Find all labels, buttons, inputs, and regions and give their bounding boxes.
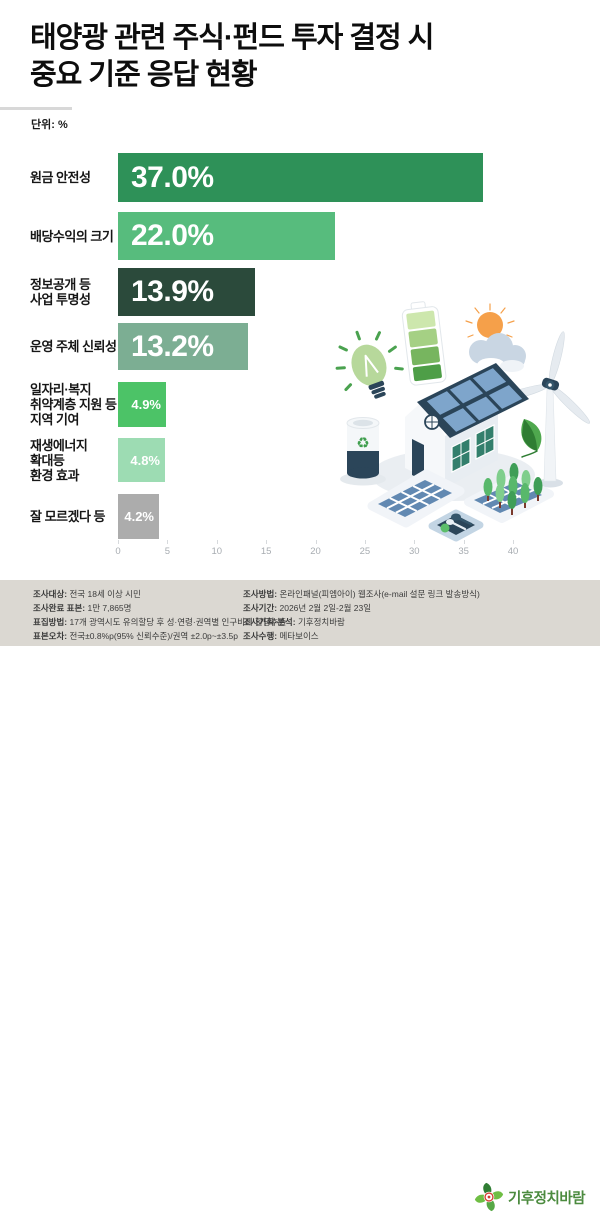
axis-tick-label: 20	[310, 546, 321, 557]
bar-value: 4.2%	[124, 509, 154, 524]
pinwheel-logo-icon	[474, 1182, 504, 1212]
survey-info-label: 조사수행:	[243, 631, 280, 641]
light-bulb-icon	[335, 330, 404, 399]
sun-icon	[465, 303, 515, 338]
survey-info-row: 조사기획·분석: 기후정치바람	[243, 615, 480, 629]
bar: 13.9%	[118, 268, 255, 316]
axis-tick-label: 0	[115, 546, 121, 557]
bar: 4.8%	[118, 438, 165, 482]
recycle-symbol-icon: ♻	[356, 435, 369, 452]
trees	[483, 463, 543, 515]
bar-value: 4.8%	[130, 452, 160, 468]
bar: 4.2%	[118, 494, 159, 539]
survey-info-row: 조사기간: 2026년 2월 2일-2월 23일	[243, 601, 480, 615]
survey-info-value: 전국 18세 이상 시민	[69, 589, 141, 599]
axis-tick-label: 5	[164, 546, 171, 557]
renewable-energy-illustration: ♻	[335, 301, 591, 542]
axis-tick-mark	[414, 540, 416, 544]
survey-info-label: 조사대상:	[33, 589, 70, 599]
axis-tick-mark	[266, 540, 268, 544]
survey-info-label: 조사완료 표본:	[33, 603, 88, 613]
organization-logo-text: 기후정치바람	[508, 1190, 586, 1207]
solar-panel-icon	[367, 469, 465, 528]
bar-value: 4.9%	[131, 397, 161, 412]
bar: 13.2%	[118, 323, 248, 370]
food-tray-icon	[428, 509, 484, 542]
axis-tick-label: 35	[458, 546, 469, 557]
recycle-bin-icon: ♻	[340, 417, 386, 486]
bar: 22.0%	[118, 212, 335, 260]
axis-tick-label: 10	[211, 546, 223, 557]
bar-value: 13.2%	[131, 329, 214, 363]
survey-info-row: 조사완료 표본: 1만 7,865명	[33, 601, 286, 615]
survey-info-footer: 조사대상: 전국 18세 이상 시민 조사완료 표본: 1만 7,865명 표집방법…	[0, 580, 600, 1212]
axis-tick-label: 40	[507, 546, 519, 557]
survey-info-value: 메타보이스	[279, 631, 319, 641]
survey-info-label: 조사방법:	[243, 589, 280, 599]
bar: 37.0%	[118, 153, 483, 202]
tree-farm-icon	[464, 463, 554, 523]
bar-label: 배당수익의 크기	[30, 228, 114, 244]
bar-value: 22.0%	[131, 219, 214, 252]
survey-info-value: 온라인패널(피엠아이) 웹조사(e-mail 설문 링크 발송방식)	[279, 589, 480, 599]
bar-label: 정보공개 등 사업 투명성	[30, 277, 91, 307]
axis-tick-label: 15	[260, 546, 272, 557]
battery-icon	[401, 301, 447, 386]
survey-info-right-column: 조사방법: 온라인패널(피엠아이) 웹조사(e-mail 설문 링크 발송방식)…	[243, 587, 480, 643]
survey-info-row: 조사수행: 메타보이스	[243, 629, 480, 643]
bar-value: 37.0%	[131, 160, 214, 194]
survey-info-row: 표본오차: 전국±0.8%p(95% 신뢰수준)/권역 ±2.0p~±3.5p	[33, 629, 286, 643]
axis-tick-label: 30	[408, 546, 420, 557]
solar-house-icon	[405, 363, 529, 488]
axis-tick-label: 25	[359, 546, 371, 557]
title-divider	[0, 107, 72, 110]
survey-info-label: 조사기간:	[243, 603, 280, 613]
survey-info-label: 조사기획·분석:	[243, 617, 298, 627]
page-title-line2: 중요 기준 응답 현황	[30, 59, 258, 91]
bar-value: 13.9%	[131, 275, 214, 308]
axis-tick-mark	[315, 540, 317, 544]
survey-info-row: 표집방법: 17개 광역시도 유의할당 후 성·연령·권역별 인구비례 할당추출	[33, 615, 286, 629]
bar-label: 운영 주체 신뢰성	[30, 339, 117, 354]
unit-label: 단위: %	[31, 119, 68, 131]
leaf-icon	[521, 419, 542, 458]
survey-info-value: 2026년 2월 2일-2월 23일	[279, 603, 372, 613]
axis-tick-mark	[513, 540, 514, 544]
bar-label: 잘 모르겠다 등	[30, 509, 105, 524]
survey-info-label: 표집방법:	[33, 617, 70, 627]
axis-tick-mark	[118, 540, 119, 544]
page-title-line1: 태양광 관련 주식·펀드 투자 결정 시	[30, 22, 434, 54]
bar: 4.9%	[118, 382, 166, 427]
bar-label: 일자리·복지 취약계층 지원 등 지역 기여	[30, 382, 117, 427]
survey-info-value: 기후정치바람	[297, 617, 345, 627]
axis-tick-mark	[216, 540, 218, 544]
survey-info-row: 조사방법: 온라인패널(피엠아이) 웹조사(e-mail 설문 링크 발송방식)	[243, 587, 480, 601]
organization-logo: 기후정치바람	[474, 1181, 586, 1213]
survey-info-value: 1만 7,865명	[87, 603, 132, 613]
page-title: 태양광 관련 주식·펀드 투자 결정 시 중요 기준 응답 현황	[30, 20, 434, 94]
bar-label: 원금 안전성	[30, 170, 91, 185]
survey-info-left-column: 조사대상: 전국 18세 이상 시민 조사완료 표본: 1만 7,865명 표집방법…	[33, 587, 286, 643]
survey-info-value: 17개 광역시도 유의할당 후 성·연령·권역별 인구비례 할당추출	[69, 617, 287, 627]
axis-tick-mark	[364, 540, 366, 544]
axis-tick-mark	[463, 540, 465, 544]
survey-info-label: 표본오차:	[33, 631, 70, 641]
survey-info-value: 전국±0.8%p(95% 신뢰수준)/권역 ±2.0p~±3.5p	[69, 631, 238, 641]
survey-info-row: 조사대상: 전국 18세 이상 시민	[33, 587, 286, 601]
axis-tick-mark	[167, 540, 169, 544]
bar-label: 재생에너지 확대등 환경 효과	[30, 437, 88, 483]
